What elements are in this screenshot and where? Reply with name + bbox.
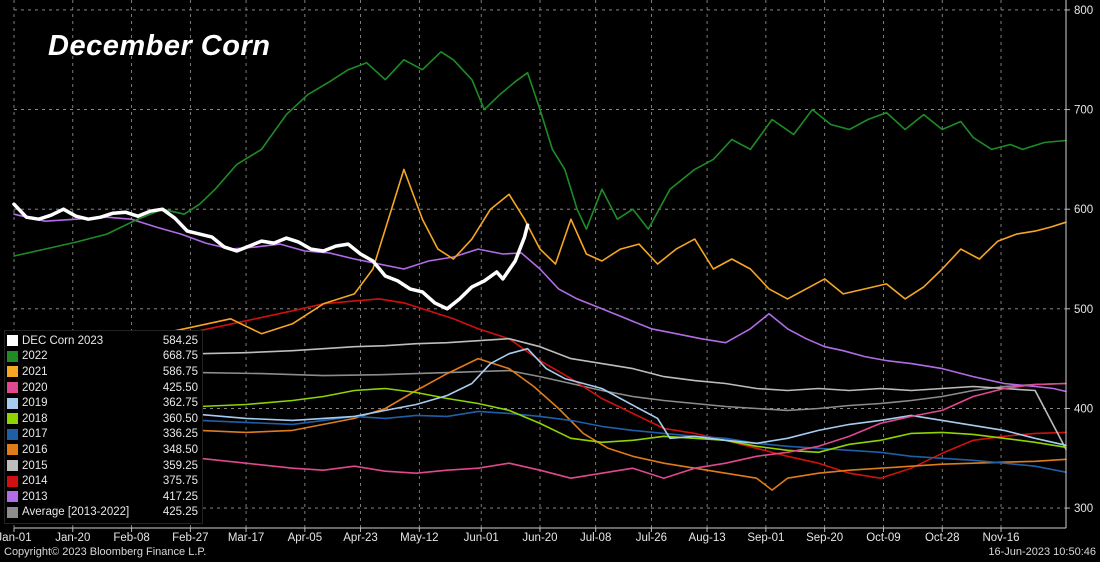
- legend-label: 2020: [22, 381, 48, 394]
- copyright-text: Copyright© 2023 Bloomberg Finance L.P.: [4, 546, 207, 558]
- y-tick-label: 500: [1074, 304, 1093, 316]
- legend-entry-2016: 2016 348.50: [5, 442, 202, 458]
- legend-value: 425.25: [162, 506, 198, 519]
- y-tick-label: 400: [1074, 403, 1093, 415]
- legend-label: 2013: [22, 490, 48, 503]
- legend-value: 417.25: [162, 490, 198, 503]
- legend-entry-2020: 2020 425.50: [5, 380, 202, 396]
- x-tick-label: Feb-27: [172, 532, 208, 544]
- legend-label: 2017: [22, 428, 48, 441]
- legend-label: 2022: [22, 350, 48, 363]
- legend-entry-2017: 2017 336.25: [5, 427, 202, 443]
- legend-label: 2019: [22, 397, 48, 410]
- x-tick-label: Jan-20: [55, 532, 90, 544]
- x-tick-label: Jan-01: [0, 532, 32, 544]
- x-tick-label: Feb-08: [113, 532, 149, 544]
- legend-label: DEC Corn 2023: [22, 334, 104, 347]
- series-line-2015: [13, 337, 1067, 451]
- legend-entry-2015: 2015 359.25: [5, 458, 202, 474]
- legend-value: 584.25: [162, 334, 198, 347]
- series-line-2020: [13, 382, 1067, 479]
- legend-value: 586.75: [162, 365, 198, 378]
- y-tick-label: 300: [1074, 503, 1093, 515]
- x-tick-label: Apr-23: [343, 532, 378, 544]
- x-tick-label: Jul-26: [636, 532, 667, 544]
- legend-swatch: [7, 475, 18, 487]
- legend-swatch: [7, 428, 18, 440]
- x-tick-label: Oct-09: [866, 532, 901, 544]
- legend-swatch: [7, 460, 18, 472]
- x-tick-label: May-12: [400, 532, 438, 544]
- axes: Jan-01 Jan-20 Feb-08 Feb-27 Mar-17 Apr-05 Apr-…: [0, 0, 1093, 544]
- x-tick-label: Mar-17: [228, 532, 264, 544]
- legend-entry-2021: 2021 586.75: [5, 364, 202, 380]
- x-tick-label: Jun-20: [522, 532, 557, 544]
- x-tick-label: Apr-05: [288, 532, 323, 544]
- legend-swatch: [7, 366, 18, 378]
- series-line-2021: [13, 168, 1067, 380]
- series-line-2019: [13, 347, 1067, 447]
- series-line-2022: [13, 51, 1067, 257]
- series-line-2017: [13, 410, 1067, 473]
- series-line-2018: [13, 387, 1067, 454]
- legend-label: 2015: [22, 459, 48, 472]
- legend-value: 425.50: [162, 381, 198, 394]
- y-tick-label: 800: [1074, 5, 1093, 17]
- y-tick-label: 700: [1074, 105, 1093, 117]
- x-tick-label: Jun-01: [464, 532, 499, 544]
- legend: DEC Corn 2023 584.25 2022 668.75 2021 586.75 2…: [4, 330, 203, 525]
- legend-label: 2018: [22, 412, 48, 425]
- legend-entry-2018: 2018 360.50: [5, 411, 202, 427]
- legend-swatch: [7, 491, 18, 503]
- legend-swatch: [7, 413, 18, 425]
- legend-entry-2014: 2014 375.75: [5, 473, 202, 489]
- legend-swatch: [7, 382, 18, 394]
- legend-value: 336.25: [162, 428, 198, 441]
- x-tick-label: Sep-01: [747, 532, 784, 544]
- legend-value: 360.50: [162, 412, 198, 425]
- legend-label: 2016: [22, 443, 48, 456]
- x-tick-label: Aug-13: [689, 532, 726, 544]
- legend-swatch: [7, 506, 18, 518]
- legend-swatch: [7, 335, 18, 347]
- legend-label: Average [2013-2022]: [22, 506, 130, 519]
- legend-value: 362.75: [162, 397, 198, 410]
- series-line-dec-corn-2023: [12, 202, 530, 311]
- x-tick-label: Oct-28: [925, 532, 960, 544]
- legend-entry-2022: 2022 668.75: [5, 349, 202, 365]
- legend-label: 2014: [22, 475, 48, 488]
- legend-value: 668.75: [162, 350, 198, 363]
- series-line-2013: [13, 213, 1067, 393]
- timestamp-text: 16-Jun-2023 10:50:46: [988, 546, 1096, 558]
- x-tick-label: Sep-20: [806, 532, 843, 544]
- x-tick-label: Nov-16: [982, 532, 1019, 544]
- x-tick-label: Jul-08: [580, 532, 611, 544]
- legend-value: 359.25: [162, 459, 198, 472]
- series-line-average-2013-2022: [13, 365, 1067, 412]
- legend-entry-average-2013-2022: Average [2013-2022] 425.25: [5, 505, 202, 521]
- legend-entry-dec-corn-2023: DEC Corn 2023 584.25: [5, 333, 202, 349]
- legend-entry-2019: 2019 362.75: [5, 395, 202, 411]
- legend-swatch: [7, 350, 18, 362]
- chart-title: December Corn: [48, 30, 271, 62]
- series-lines: [12, 51, 1067, 491]
- legend-value: 348.50: [162, 443, 198, 456]
- legend-swatch: [7, 444, 18, 456]
- series-line-2014: [13, 298, 1067, 479]
- legend-label: 2021: [22, 365, 48, 378]
- legend-value: 375.75: [162, 475, 198, 488]
- legend-entry-2013: 2013 417.25: [5, 489, 202, 505]
- y-tick-label: 600: [1074, 204, 1093, 216]
- legend-swatch: [7, 397, 18, 409]
